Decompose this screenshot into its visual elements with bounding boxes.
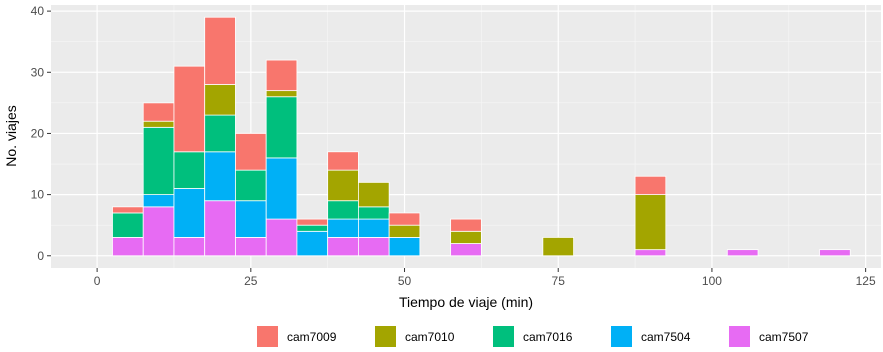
- bar-segment-cam7507: [450, 243, 482, 257]
- legend-key-cam7009: [257, 326, 278, 347]
- bar-segment-cam7507: [235, 237, 267, 257]
- bar-segment-cam7504: [358, 218, 390, 238]
- bar-segment-cam7504: [204, 151, 236, 202]
- y-tick-label: 40: [31, 4, 45, 18]
- bar-segment-cam7504: [265, 157, 298, 220]
- bar-segment-cam7504: [327, 218, 359, 238]
- bar-segment-cam7009: [112, 206, 144, 214]
- legend-label-cam7016: cam7016: [523, 330, 573, 344]
- bar-segment-cam7016: [142, 126, 175, 196]
- legend: cam7009 cam7010 cam7016 cam7504 cam7507: [257, 326, 809, 347]
- bar-segment-cam7504: [296, 230, 329, 257]
- bar-segment-cam7010: [388, 224, 421, 238]
- bar-segment-cam7009: [142, 102, 175, 122]
- bar-segment-cam7010: [542, 237, 574, 257]
- bar-segment-cam7016: [296, 224, 329, 232]
- bar-segment-cam7507: [204, 200, 236, 257]
- y-tick-label: 30: [31, 65, 45, 79]
- bar-segment-cam7504: [173, 188, 206, 238]
- legend-label-cam7010: cam7010: [405, 330, 455, 344]
- bar-segment-cam7009: [327, 151, 359, 171]
- x-tick-label: 0: [94, 274, 101, 288]
- bar-segment-cam7016: [112, 212, 144, 238]
- bar-segment-cam7010: [634, 194, 667, 251]
- bar-segment-cam7507: [265, 218, 298, 257]
- legend-key-cam7507: [729, 326, 750, 347]
- bar-segment-cam7507: [358, 237, 390, 257]
- bar-segment-cam7507: [327, 237, 359, 257]
- bar-segment-cam7507: [634, 249, 667, 257]
- legend-key-cam7016: [493, 326, 514, 347]
- bar-segment-cam7010: [265, 90, 298, 98]
- bar-segment-cam7010: [142, 120, 175, 128]
- x-axis-label: Tiempo de viaje (min): [399, 294, 533, 310]
- bars: [112, 16, 851, 257]
- legend-label-cam7504: cam7504: [641, 330, 691, 344]
- y-axis-ticks: 0 10 20 30 40: [31, 4, 51, 263]
- bar-segment-cam7016: [204, 114, 236, 153]
- bar-segment-cam7507: [112, 237, 144, 257]
- y-tick-label: 20: [31, 126, 45, 140]
- bar-segment-cam7009: [265, 59, 298, 92]
- bar-segment-cam7507: [173, 237, 206, 257]
- bar-segment-cam7507: [142, 206, 175, 257]
- bar-segment-cam7507: [726, 249, 759, 257]
- x-axis-ticks: 0 25 50 75 100 125: [94, 268, 876, 288]
- legend-key-cam7504: [611, 326, 632, 347]
- bar-segment-cam7504: [235, 200, 267, 238]
- bar-segment-cam7016: [327, 200, 359, 220]
- bar-segment-cam7009: [388, 212, 421, 226]
- y-tick-label: 0: [37, 249, 44, 263]
- y-axis-label: No. viajes: [3, 105, 19, 166]
- bar-segment-cam7009: [296, 218, 329, 226]
- bar-segment-cam7016: [358, 206, 390, 220]
- bar-segment-cam7010: [450, 230, 482, 244]
- legend-label-cam7009: cam7009: [287, 330, 337, 344]
- legend-label-cam7507: cam7507: [759, 330, 809, 344]
- bar-segment-cam7016: [265, 96, 298, 159]
- bar-segment-cam7504: [142, 194, 175, 208]
- bar-segment-cam7016: [235, 169, 267, 202]
- x-tick-label: 125: [856, 274, 876, 288]
- bar-segment-cam7507: [819, 249, 851, 257]
- bar-segment-cam7504: [388, 237, 421, 257]
- bar-segment-cam7009: [235, 133, 267, 171]
- bar-segment-cam7009: [204, 16, 236, 85]
- bar-segment-cam7010: [358, 181, 390, 208]
- x-tick-label: 100: [702, 274, 722, 288]
- bar-segment-cam7009: [450, 218, 482, 232]
- x-tick-label: 75: [552, 274, 566, 288]
- y-tick-label: 10: [31, 188, 45, 202]
- legend-key-cam7010: [375, 326, 396, 347]
- x-tick-label: 50: [398, 274, 412, 288]
- x-tick-label: 25: [244, 274, 258, 288]
- bar-segment-cam7010: [327, 169, 359, 202]
- bar-segment-cam7016: [173, 151, 206, 189]
- bar-segment-cam7009: [634, 175, 667, 196]
- bar-segment-cam7010: [204, 84, 236, 116]
- bar-segment-cam7009: [173, 65, 206, 153]
